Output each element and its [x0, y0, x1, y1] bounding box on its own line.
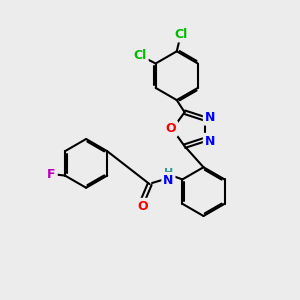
Text: O: O: [138, 200, 148, 213]
Text: Cl: Cl: [175, 28, 188, 40]
Text: N: N: [205, 135, 215, 148]
Text: N: N: [163, 174, 174, 187]
Text: Cl: Cl: [134, 49, 147, 62]
Text: F: F: [47, 168, 56, 181]
Text: O: O: [166, 122, 176, 135]
Text: N: N: [205, 111, 215, 124]
Text: H: H: [164, 169, 173, 178]
